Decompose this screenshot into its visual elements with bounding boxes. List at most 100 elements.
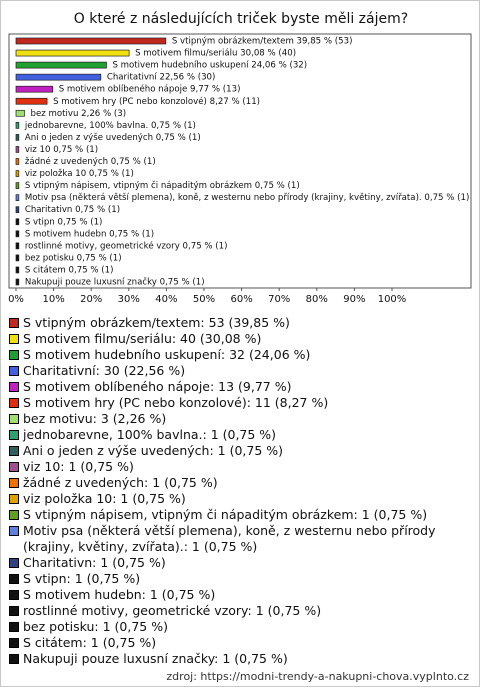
legend-swatch <box>9 318 19 328</box>
legend: S vtipným obrázkem/textem: 53 (39,85 %) S… <box>9 315 459 667</box>
legend-label: S vtipn: 1 (0,75 %) <box>23 571 141 586</box>
legend-item: Ani o jeden z výše uvedených: 1 (0,75 %) <box>9 443 459 459</box>
legend-swatch <box>9 574 19 584</box>
legend-label: rostlinné motivy, geometrické vzory: 1 (… <box>23 603 322 618</box>
bar-label: S vtipným obrázkem/textem 39,85 % (53) <box>172 37 353 47</box>
legend-label: jednobarevne, 100% bavlna.: 1 (0,75 %) <box>23 427 277 442</box>
x-tick-label: 60% <box>230 294 252 305</box>
source: zdroj: https://modni-trendy-a-nakupni-ch… <box>166 670 469 683</box>
bar-label: rostlinné motivy, geometrické vzory 0,75… <box>25 240 228 251</box>
legend-swatch <box>9 510 19 520</box>
legend-swatch <box>9 526 19 536</box>
legend-item: S vtipným nápisem, vtipným či nápaditým … <box>9 507 459 523</box>
bar <box>15 134 20 141</box>
bar-label: S motivem oblíbeného nápoje 9,77 % (13) <box>59 84 241 95</box>
legend-item: S citátem: 1 (0,75 %) <box>9 635 459 651</box>
legend-item: S vtipným obrázkem/textem: 53 (39,85 %) <box>9 315 459 331</box>
bar-label: S motivem filmu/seriálu 30,08 % (40) <box>135 49 296 59</box>
legend-item: Nakupuji pouze luxusní značky: 1 (0,75 %… <box>9 651 459 667</box>
x-tick-label: 80% <box>306 294 328 305</box>
legend-item: bez potisku: 1 (0,75 %) <box>9 619 459 635</box>
x-tick-label: 70% <box>268 294 290 305</box>
legend-label: S citátem: 1 (0,75 %) <box>23 635 157 650</box>
legend-item: viz položka 10: 1 (0,75 %) <box>9 491 459 507</box>
bar-label: S vtipným nápisem, vtipným či nápaditým … <box>25 180 300 191</box>
bar <box>15 146 20 153</box>
bar <box>15 61 107 69</box>
chart-svg: O které z následujících triček byste měl… <box>8 11 472 305</box>
legend-item: S vtipn: 1 (0,75 %) <box>9 571 459 587</box>
legend-label: bez motivu: 3 (2,26 %) <box>23 411 167 426</box>
legend-item: S motivem filmu/seriálu: 40 (30,08 %) <box>9 331 459 347</box>
x-tick-label: 10% <box>42 294 64 305</box>
bar <box>15 266 20 274</box>
legend-item: viz 10: 1 (0,75 %) <box>9 459 459 475</box>
bar-label: Ani o jeden z výše uvedených 0,75 % (1) <box>25 132 201 143</box>
legend-item: bez motivu: 3 (2,26 %) <box>9 411 459 427</box>
x-tick-label: 100% <box>378 294 407 305</box>
legend-item: S motivem hudebního uskupení: 32 (24,06 … <box>9 347 459 363</box>
bar-label: S motivem hudebn 0,75 % (1) <box>25 229 154 239</box>
chart-title: O které z následujících triček byste měl… <box>74 11 408 27</box>
bar <box>15 85 54 93</box>
x-tick-label: 20% <box>80 294 102 305</box>
legend-label: S motivem filmu/seriálu: 40 (30,08 %) <box>23 331 262 346</box>
legend-label: Charitativn: 1 (0,75 %) <box>23 555 166 570</box>
bar <box>15 242 20 250</box>
bar <box>15 170 20 177</box>
legend-label: S vtipným obrázkem/textem: 53 (39,85 %) <box>23 315 290 330</box>
legend-item: Motiv psa (některá větší plemena), koně,… <box>9 523 459 555</box>
bar-label: jednobarevne, 100% bavlna. 0,75 % (1) <box>24 121 196 131</box>
legend-item: S motivem hry (PC nebo konzolové): 11 (8… <box>9 395 459 411</box>
legend-swatch <box>9 446 19 456</box>
bar-label: Charitativn 0,75 % (1) <box>25 205 120 215</box>
bar <box>15 97 48 105</box>
legend-swatch <box>9 494 19 504</box>
bar <box>15 218 20 226</box>
legend-swatch <box>9 654 19 664</box>
bar <box>15 121 20 129</box>
legend-label: S motivem hry (PC nebo konzolové): 11 (8… <box>23 395 329 410</box>
bar-label: bez motivu 2,26 % (3) <box>30 109 126 119</box>
bar <box>15 278 20 286</box>
x-tick-label: 90% <box>343 294 365 305</box>
legend-label: žádné z uvedených: 1 (0,75 %) <box>23 475 218 490</box>
x-tick-label: 40% <box>155 294 177 305</box>
bar-label: viz položka 10 0,75 % (1) <box>25 169 134 179</box>
bar-label: Charitativní 22,56 % (30) <box>107 73 216 83</box>
legend-swatch <box>9 350 19 360</box>
legend-swatch <box>9 462 19 472</box>
legend-swatch <box>9 590 19 600</box>
legend-swatch <box>9 430 19 440</box>
legend-label: Motiv psa (některá větší plemena), koně,… <box>23 523 436 554</box>
bar-label: bez potisku 0,75 % (1) <box>25 253 122 263</box>
legend-swatch <box>9 638 19 648</box>
legend-label: S motivem oblíbeného nápoje: 13 (9,77 %) <box>23 379 292 394</box>
legend-item: S motivem oblíbeného nápoje: 13 (9,77 %) <box>9 379 459 395</box>
x-tick-label: 30% <box>118 294 140 305</box>
legend-item: Charitativní: 30 (22,56 %) <box>9 363 459 379</box>
legend-swatch <box>9 398 19 408</box>
bar <box>15 206 20 214</box>
bar <box>15 158 20 165</box>
bar-label: viz 10 0,75 % (1) <box>25 145 98 155</box>
legend-item: žádné z uvedených: 1 (0,75 %) <box>9 475 459 491</box>
bar-label: žádné z uvedených 0,75 % (1) <box>25 156 156 167</box>
legend-label: Ani o jeden z výše uvedených: 1 (0,75 %) <box>23 443 284 458</box>
legend-label: S vtipným nápisem, vtipným či nápaditým … <box>23 507 428 522</box>
legend-swatch <box>9 558 19 568</box>
bar-label: S citátem 0,75 % (1) <box>25 265 114 275</box>
bar-label: S vtipn 0,75 % (1) <box>25 217 103 227</box>
legend-label: viz položka 10: 1 (0,75 %) <box>23 491 186 506</box>
legend-swatch <box>9 414 19 424</box>
legend-swatch <box>9 334 19 344</box>
legend-swatch <box>9 478 19 488</box>
legend-label: S motivem hudebn: 1 (0,75 %) <box>23 587 216 602</box>
legend-label: S motivem hudebního uskupení: 32 (24,06 … <box>23 347 311 362</box>
legend-swatch <box>9 606 19 616</box>
x-tick-label: 0% <box>8 294 24 305</box>
legend-swatch <box>9 622 19 632</box>
x-tick-label: 50% <box>193 294 215 305</box>
legend-swatch <box>9 366 19 376</box>
